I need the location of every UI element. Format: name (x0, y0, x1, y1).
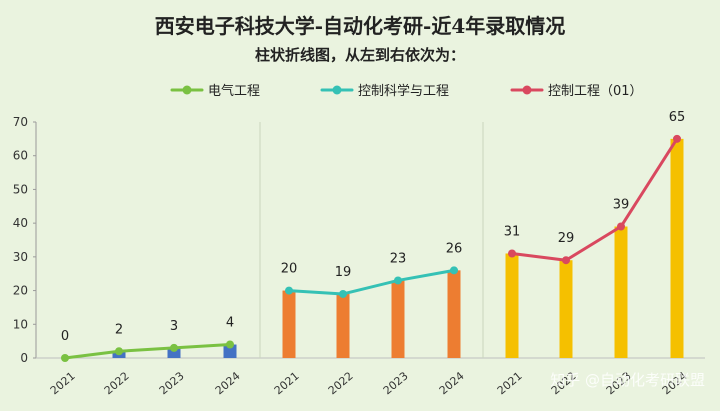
y-tick-label: 0 (20, 351, 28, 365)
data-point (562, 256, 570, 265)
legend: 电气工程 控制科学与工程 控制工程（01） (170, 83, 643, 99)
data-label: 29 (558, 231, 575, 246)
legend-label: 控制工程（01） (548, 84, 643, 99)
data-label: 39 (613, 198, 630, 213)
watermark-text: 知乎 @自动化考研联盟 (550, 371, 705, 389)
bar (447, 270, 461, 358)
data-label: 0 (61, 329, 69, 344)
bar (670, 138, 684, 358)
bar (223, 344, 237, 358)
data-label: 19 (335, 265, 352, 280)
y-tick-label: 40 (13, 216, 28, 230)
chart-subtitle: 柱状折线图，从左到右依次为： (255, 46, 465, 64)
data-label: 3 (170, 319, 178, 334)
y-tick-label: 70 (13, 115, 28, 129)
series-line (63, 343, 232, 360)
data-point (339, 289, 347, 298)
data-point (450, 266, 458, 275)
legend-label: 电气工程 (208, 83, 260, 99)
y-tick-label: 20 (13, 284, 28, 298)
data-point (115, 347, 123, 356)
data-label: 31 (504, 224, 521, 239)
bar (559, 260, 573, 358)
data-point (673, 134, 681, 143)
y-tick-label: 50 (13, 182, 28, 196)
legend-label: 控制科学与工程 (358, 83, 449, 99)
data-label: 2 (115, 322, 123, 337)
data-point (617, 222, 625, 231)
bar (336, 293, 350, 358)
data-point (285, 286, 293, 295)
data-point (170, 343, 178, 352)
bar (614, 226, 628, 358)
chart-title: 西安电子科技大学-自动化考研-近4年录取情况 (155, 14, 566, 38)
legend-swatch-marker (522, 85, 532, 95)
data-label: 26 (446, 241, 463, 256)
data-label: 4 (226, 316, 234, 331)
legend-swatch-marker (182, 85, 192, 95)
data-label: 23 (390, 251, 407, 266)
y-tick-label: 60 (13, 149, 28, 163)
bar (391, 280, 405, 358)
y-tick-label: 30 (13, 250, 28, 264)
series-line (287, 268, 456, 296)
y-tick-label: 10 (13, 317, 28, 331)
bar (167, 347, 181, 358)
bar (505, 253, 519, 358)
data-point (394, 276, 402, 285)
data-label: 20 (281, 262, 298, 277)
data-label: 65 (669, 110, 686, 125)
series-line (510, 137, 679, 262)
legend-swatch-marker (332, 85, 342, 95)
data-point (226, 340, 234, 349)
bar (282, 290, 296, 358)
data-point (508, 249, 516, 258)
data-point (61, 354, 69, 362)
